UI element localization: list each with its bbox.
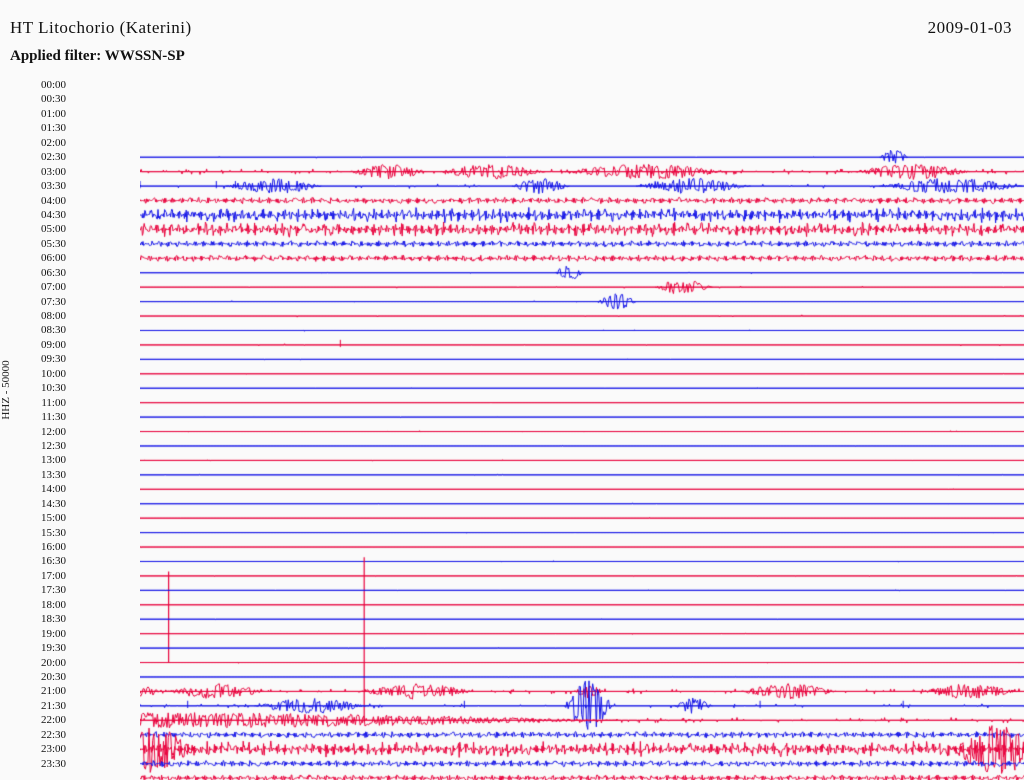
seismogram-traces-canvas[interactable] [140, 150, 1024, 780]
time-label-row-26: 13:00 [6, 454, 66, 466]
time-label-row-47: 23:30 [6, 758, 66, 770]
time-label-row-37: 18:30 [6, 613, 66, 625]
time-label-row-21: 10:30 [6, 382, 66, 394]
time-label-row-16: 08:00 [6, 310, 66, 322]
time-label-row-9: 04:30 [6, 209, 66, 221]
time-label-row-14: 07:00 [6, 281, 66, 293]
time-label-row-28: 14:00 [6, 483, 66, 495]
time-label-row-12: 06:00 [6, 252, 66, 264]
time-label-row-18: 09:00 [6, 339, 66, 351]
time-label-row-44: 22:00 [6, 714, 66, 726]
time-label-row-3: 01:30 [6, 122, 66, 134]
time-label-row-25: 12:30 [6, 440, 66, 452]
filter-label: Applied filter: WWSSN-SP [10, 48, 185, 65]
time-label-row-20: 10:00 [6, 368, 66, 380]
time-label-row-32: 16:00 [6, 541, 66, 553]
time-label-row-6: 03:00 [6, 166, 66, 178]
time-label-row-2: 01:00 [6, 108, 66, 120]
time-label-row-41: 20:30 [6, 671, 66, 683]
plot-area[interactable] [70, 75, 1024, 768]
time-label-row-19: 09:30 [6, 353, 66, 365]
time-label-row-1: 00:30 [6, 93, 66, 105]
time-label-row-29: 14:30 [6, 498, 66, 510]
time-label-row-42: 21:00 [6, 685, 66, 697]
time-label-row-43: 21:30 [6, 700, 66, 712]
time-label-row-31: 15:30 [6, 527, 66, 539]
time-label-row-5: 02:30 [6, 151, 66, 163]
time-label-row-33: 16:30 [6, 555, 66, 567]
time-label-row-27: 13:30 [6, 469, 66, 481]
time-label-row-7: 03:30 [6, 180, 66, 192]
time-label-row-34: 17:00 [6, 570, 66, 582]
time-label-row-24: 12:00 [6, 426, 66, 438]
time-label-row-15: 07:30 [6, 296, 66, 308]
time-label-row-4: 02:00 [6, 137, 66, 149]
time-label-row-40: 20:00 [6, 657, 66, 669]
time-label-row-36: 18:00 [6, 599, 66, 611]
time-label-row-11: 05:30 [6, 238, 66, 250]
time-label-row-38: 19:00 [6, 628, 66, 640]
time-label-row-35: 17:30 [6, 584, 66, 596]
time-label-row-10: 05:00 [6, 223, 66, 235]
time-label-row-0: 00:00 [6, 79, 66, 91]
time-label-row-45: 22:30 [6, 729, 66, 741]
time-label-row-39: 19:30 [6, 642, 66, 654]
time-label-row-46: 23:00 [6, 743, 66, 755]
date-label: 2009-01-03 [928, 18, 1012, 38]
time-label-row-13: 06:30 [6, 267, 66, 279]
time-label-row-30: 15:00 [6, 512, 66, 524]
time-label-row-17: 08:30 [6, 324, 66, 336]
time-label-row-23: 11:30 [6, 411, 66, 423]
time-label-row-8: 04:00 [6, 195, 66, 207]
time-label-row-22: 11:00 [6, 397, 66, 409]
seismogram-page: HT Litochorio (Katerini) 2009-01-03 Appl… [0, 0, 1024, 780]
station-title: HT Litochorio (Katerini) [10, 18, 192, 38]
